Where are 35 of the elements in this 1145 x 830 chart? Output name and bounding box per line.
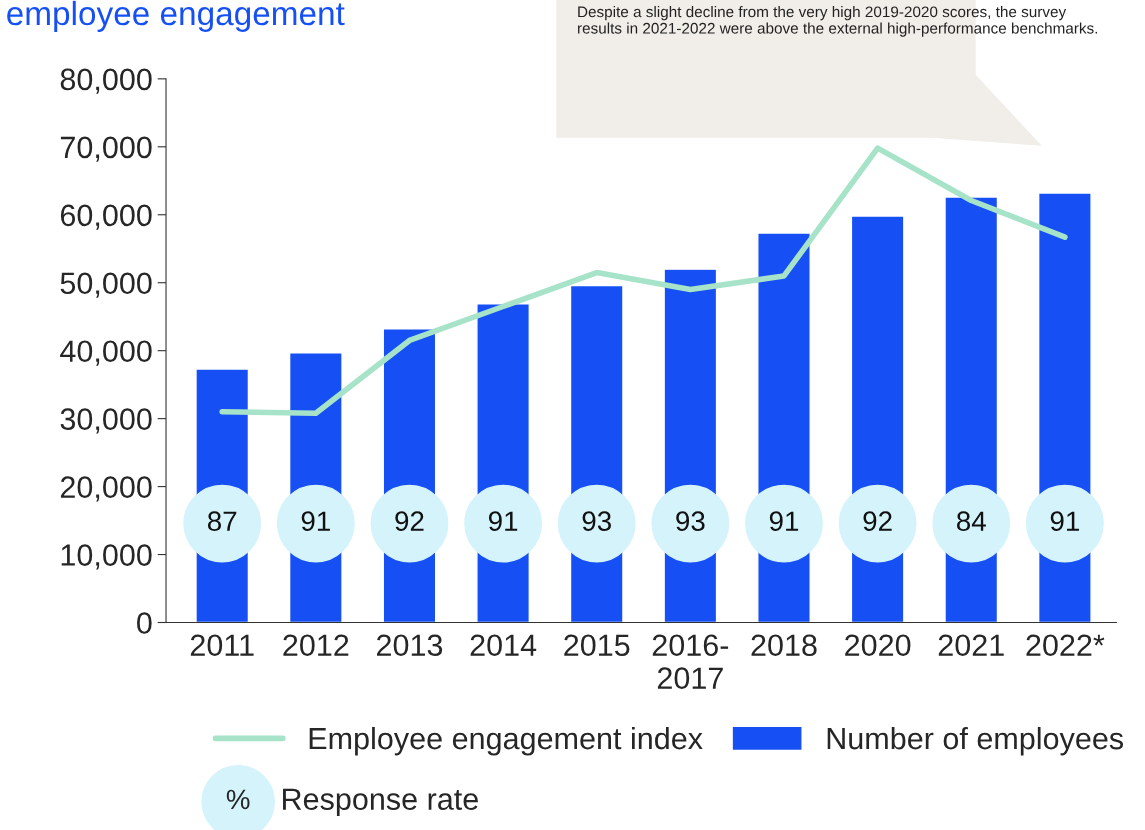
chart-title: employee engagement [7, 0, 345, 32]
annotation: 93 [582, 511, 611, 532]
x-tick-label: 2011 [190, 634, 254, 657]
annotation: 91 [769, 511, 799, 532]
x-tick-label: 2016- 2017 [652, 634, 729, 689]
legend-label: Number of employees [827, 726, 1124, 756]
y-tick-label: 0 [137, 612, 152, 634]
x-tick-label: 2022* [1026, 634, 1105, 657]
y-tick-label: 40,000 [60, 340, 152, 366]
y-tick-label: 70,000 [60, 136, 152, 162]
annotation: 84 [957, 511, 986, 532]
x-tick-label: 2013 [377, 634, 443, 657]
annotation: 87 [207, 511, 237, 532]
y-tick-label: 20,000 [60, 476, 152, 502]
legend-label: Employee engagement index [309, 726, 703, 756]
x-tick-label: 2020 [845, 634, 911, 657]
annotation: 91 [488, 511, 518, 532]
y-tick-label: 80,000 [60, 68, 152, 94]
x-tick-label: 2018 [751, 634, 817, 657]
y-tick-label: 10,000 [61, 544, 152, 570]
annotation: 91 [301, 511, 330, 532]
annotation: 91 [1050, 511, 1079, 532]
y-tick-label: 50,000 [60, 272, 152, 298]
x-tick-label: 2014 [470, 634, 537, 657]
y-tick-label: 60,000 [60, 204, 152, 230]
x-tick-label: 2012 [283, 634, 349, 657]
annotation: 92 [863, 511, 892, 532]
text: Despite a slight decline from the very high 2019-2020 scores, the survey results in 2021-2022 were above the external high-performance benchmarks. [578, 6, 1098, 37]
annotation: 93 [676, 511, 705, 532]
x-tick-label: 2021 [938, 634, 1004, 657]
annotation: 92 [395, 511, 424, 532]
y-tick-label: 30,000 [60, 408, 152, 434]
text: % [226, 789, 250, 810]
text: Response rate [283, 788, 478, 817]
x-tick-label: 2015 [564, 634, 630, 657]
